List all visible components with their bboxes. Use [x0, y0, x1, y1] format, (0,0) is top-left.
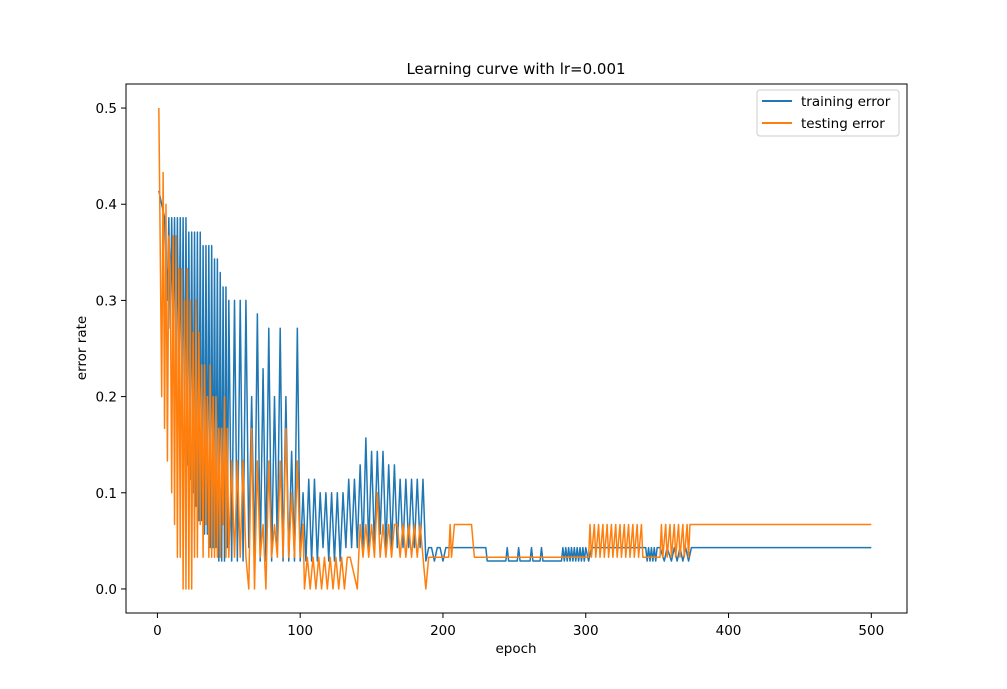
- y-tick-label: 0.2: [96, 390, 117, 406]
- x-tick-label: 0: [153, 623, 162, 639]
- legend: training error testing error: [756, 89, 900, 137]
- y-tick-label: 0.1: [96, 486, 117, 502]
- series-line-training-error: [158, 190, 872, 562]
- x-tick-label: 200: [430, 623, 456, 639]
- y-axis-label: error rate: [74, 316, 90, 380]
- x-tick-label: 300: [573, 623, 599, 639]
- y-tick-label: 0.4: [96, 197, 117, 213]
- y-axis-ticks: 0.0 0.1 0.2 0.3 0.4 0.5: [96, 101, 126, 598]
- x-axis-ticks: 0 100 200 300 400 500: [153, 613, 884, 639]
- x-axis-label: epoch: [495, 641, 536, 657]
- plot-area-frame: [125, 83, 908, 614]
- legend-label-training: training error: [801, 94, 891, 110]
- y-tick-label: 0.3: [96, 293, 117, 309]
- x-tick-label: 500: [858, 623, 884, 639]
- y-tick-label: 0.5: [96, 101, 117, 117]
- chart-title: Learning curve with lr=0.001: [406, 60, 625, 78]
- x-tick-label: 100: [287, 623, 313, 639]
- series-line-testing-error: [158, 108, 872, 590]
- legend-box: [756, 89, 900, 137]
- legend-label-testing: testing error: [801, 116, 885, 132]
- y-tick-label: 0.0: [96, 582, 117, 598]
- x-tick-label: 400: [716, 623, 742, 639]
- series-lines: [158, 108, 872, 590]
